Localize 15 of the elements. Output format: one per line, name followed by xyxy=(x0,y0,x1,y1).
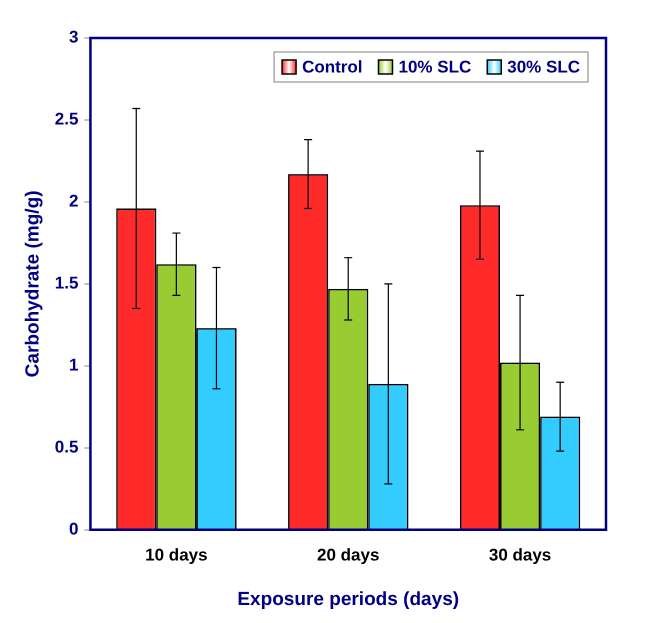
x-tick-label: 10 days xyxy=(145,546,208,565)
y-tick-label: 0.5 xyxy=(54,438,78,457)
legend-label: 30% SLC xyxy=(507,58,580,77)
legend-label: Control xyxy=(302,58,363,77)
y-tick-label: 2.5 xyxy=(54,110,78,129)
legend-label: 10% SLC xyxy=(398,58,472,77)
y-tick-label: 0 xyxy=(68,519,78,538)
x-tick-label: 20 days xyxy=(317,546,380,565)
y-tick-label: 3 xyxy=(68,28,78,47)
y-tick-label: 1.5 xyxy=(54,274,78,293)
x-tick-label: 30 days xyxy=(488,546,552,565)
x-axis-title: Exposure periods (days) xyxy=(237,588,460,610)
y-tick-label: 2 xyxy=(68,192,78,211)
y-tick-label: 1 xyxy=(68,356,78,375)
y-axis-title: Carbohydrate (mg/g) xyxy=(22,190,44,378)
